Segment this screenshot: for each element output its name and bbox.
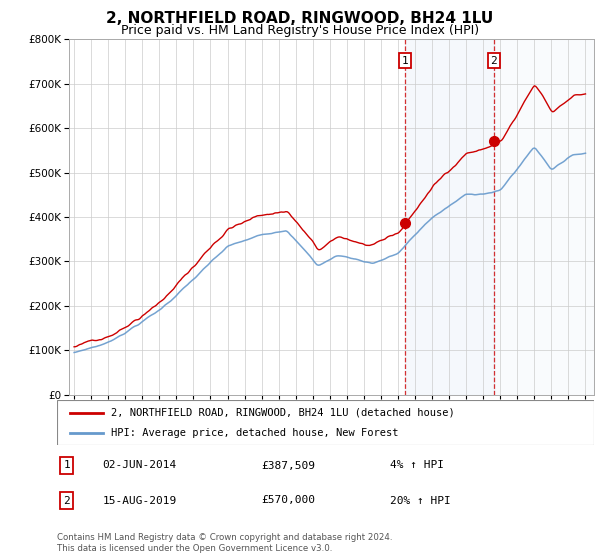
Text: 2: 2 — [490, 55, 497, 66]
Text: HPI: Average price, detached house, New Forest: HPI: Average price, detached house, New … — [111, 428, 398, 438]
Text: 2: 2 — [63, 496, 70, 506]
Text: £387,509: £387,509 — [261, 460, 315, 470]
Text: Contains HM Land Registry data © Crown copyright and database right 2024.
This d: Contains HM Land Registry data © Crown c… — [57, 533, 392, 553]
Text: 20% ↑ HPI: 20% ↑ HPI — [390, 496, 451, 506]
Text: 02-JUN-2014: 02-JUN-2014 — [103, 460, 177, 470]
Text: £570,000: £570,000 — [261, 496, 315, 506]
Text: 1: 1 — [402, 55, 409, 66]
Text: Price paid vs. HM Land Registry's House Price Index (HPI): Price paid vs. HM Land Registry's House … — [121, 24, 479, 36]
Bar — [405, 39, 494, 395]
Text: 2, NORTHFIELD ROAD, RINGWOOD, BH24 1LU: 2, NORTHFIELD ROAD, RINGWOOD, BH24 1LU — [106, 11, 494, 26]
Bar — [494, 39, 594, 395]
Text: 2, NORTHFIELD ROAD, RINGWOOD, BH24 1LU (detached house): 2, NORTHFIELD ROAD, RINGWOOD, BH24 1LU (… — [111, 408, 454, 418]
Text: 15-AUG-2019: 15-AUG-2019 — [103, 496, 177, 506]
Text: 4% ↑ HPI: 4% ↑ HPI — [390, 460, 444, 470]
Text: 1: 1 — [63, 460, 70, 470]
